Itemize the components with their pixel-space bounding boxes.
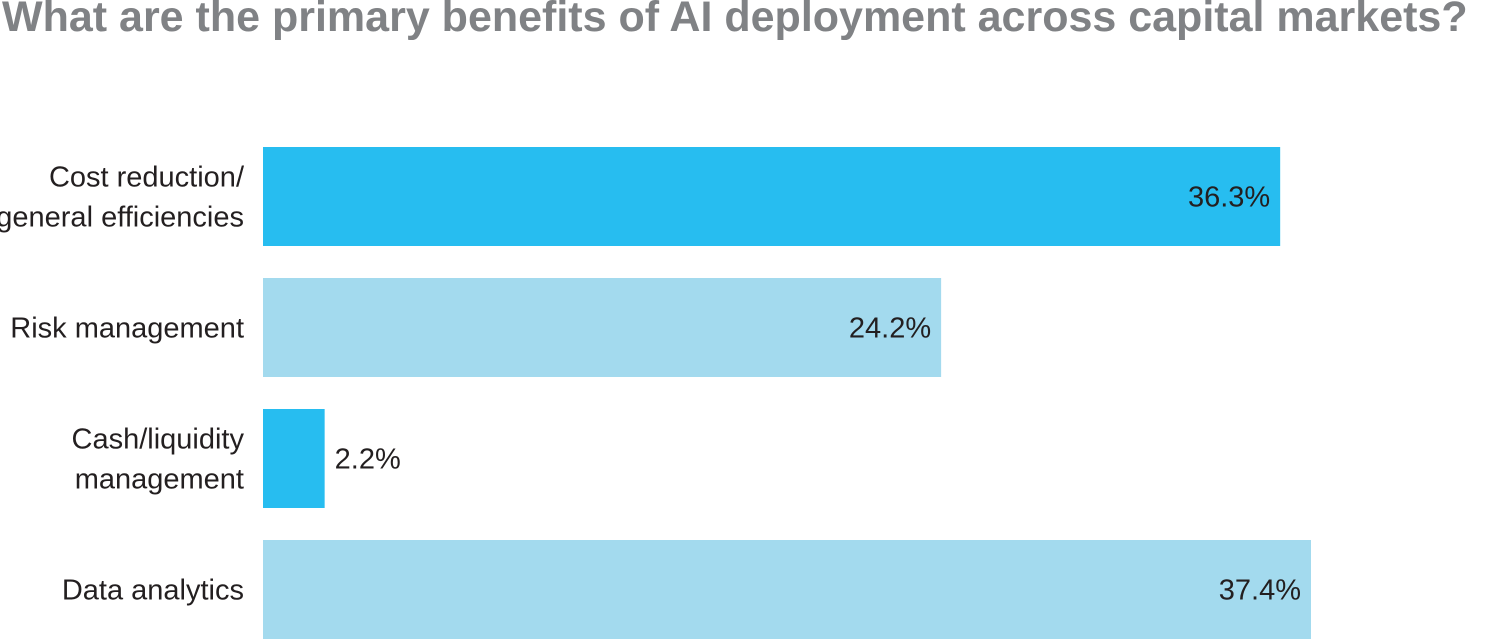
value-label-4: 37.4%	[1219, 575, 1301, 607]
bar-4	[263, 540, 1311, 639]
category-label-4: Data analytics	[62, 575, 244, 607]
value-label-3: 2.2%	[335, 444, 401, 476]
category-label-1: Cost reduction/general efficiencies	[0, 162, 245, 234]
category-label-2: Risk management	[10, 313, 244, 345]
bar-2	[263, 278, 942, 377]
category-label-3: Cash/liquidity management	[72, 424, 245, 496]
value-label-1: 36.3%	[1188, 182, 1270, 214]
bar-3	[263, 409, 325, 508]
value-label-2: 24.2%	[849, 313, 931, 345]
chart-title: What are the primary benefits of AI depl…	[2, 0, 1468, 41]
bar-1	[263, 147, 1281, 246]
